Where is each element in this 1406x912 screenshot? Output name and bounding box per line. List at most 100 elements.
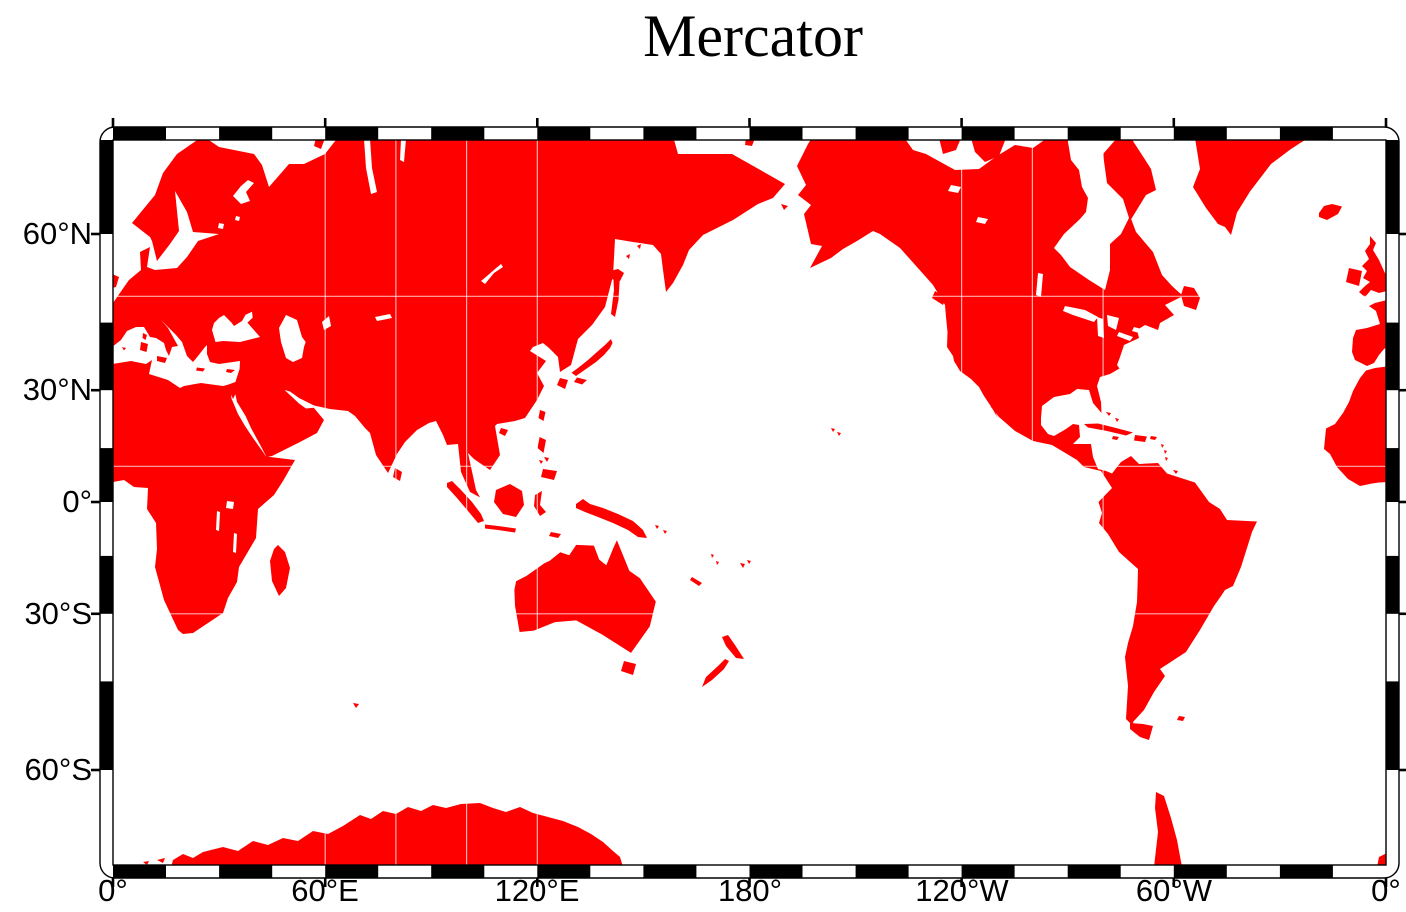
axis-ticks-bottom (111, 878, 1388, 887)
island-novaya-zemlya-tip (314, 140, 325, 149)
island-banks (939, 140, 961, 154)
islands-hawaii (831, 428, 841, 436)
sea-caspian (279, 315, 306, 362)
island-hispaniola (1134, 435, 1147, 442)
island-nz-south (702, 659, 729, 687)
island-kerguelen (353, 703, 359, 708)
islands-vanuatu (711, 554, 719, 565)
island-vancouver (932, 291, 946, 305)
yenisei-gulf (400, 140, 406, 162)
island-sumatra (447, 481, 484, 523)
islands-kuril (626, 234, 652, 259)
lat-label-60n: 60°N (22, 216, 92, 251)
lake-tanganyika (216, 511, 220, 531)
landmass-antarctica (171, 803, 623, 865)
island-jamaica (1112, 436, 1119, 440)
island-mindanao (541, 469, 557, 480)
lake-malawi (233, 533, 237, 553)
landmasses (113, 140, 1386, 865)
island-new-guinea (576, 499, 647, 538)
lake-ladoga (218, 223, 224, 229)
lake-great-slave (976, 217, 988, 224)
lat-label-30n: 30°N (22, 372, 92, 407)
island-corsica (142, 333, 147, 340)
island-ireland (1346, 268, 1362, 286)
axis-ticks-left (91, 232, 100, 772)
islands-visayas (539, 457, 549, 464)
landmass-eurasia-africa (113, 140, 785, 634)
lake-erie (1117, 332, 1133, 341)
island-sakhalin (611, 271, 620, 317)
lat-label-60s: 60°S (24, 752, 92, 787)
landmass-northwest-africa (1324, 366, 1386, 486)
lake-michigan (1097, 317, 1104, 338)
island-tierra-del-fuego (1130, 723, 1153, 740)
island-baffin (1103, 140, 1156, 221)
lake-winnipeg (1036, 273, 1043, 297)
lake-baikal (481, 264, 503, 284)
islands-lesser-antilles (1161, 444, 1178, 474)
sea-black (212, 311, 260, 342)
sea-white-sea (233, 180, 254, 204)
island-nz-north (722, 635, 744, 659)
island-madagascar (270, 545, 290, 596)
island-shikoku (574, 377, 587, 385)
island-balearic (122, 347, 126, 351)
islands-solomon (655, 525, 667, 534)
island-great-britain (1359, 236, 1386, 297)
map-frame (91, 118, 1406, 887)
island-java (485, 524, 516, 533)
landmass-australia (514, 540, 656, 653)
island-st-lawrence (781, 204, 788, 210)
lake-onega (235, 216, 240, 221)
axis-ticks-right (1399, 232, 1406, 772)
frame-inner-outline (112, 139, 1387, 866)
island-puerto-rico (1150, 436, 1157, 440)
island-crete (196, 367, 205, 372)
lake-great-bear (948, 185, 961, 193)
lat-label-0: 0° (62, 484, 92, 519)
lat-label-30s: 30°S (24, 596, 92, 631)
island-sardinia (140, 342, 148, 352)
island-luzon (537, 437, 546, 453)
graticule-lines (113, 140, 1386, 865)
gulf-of-ob (364, 140, 377, 194)
lake-victoria (226, 501, 234, 509)
island-sicily (157, 356, 167, 363)
sea-aral (322, 316, 331, 330)
england-sliver-left-edge (113, 274, 119, 288)
island-tasmania (621, 661, 636, 675)
antarctic-peninsula (1154, 792, 1182, 865)
map-title: Mercator (643, 3, 863, 69)
island-southampton (1068, 204, 1080, 213)
frame-top-segments (113, 127, 1333, 140)
island-borneo (494, 484, 524, 517)
island-hainan (499, 428, 508, 436)
island-hokkaido (610, 269, 624, 281)
axis-ticks-top (111, 118, 1388, 127)
island-cuba (1084, 423, 1133, 436)
landmass-france-iberia (1352, 300, 1386, 366)
islands-fiji (740, 560, 751, 568)
frame-bottom-segments (113, 865, 1333, 878)
lake-ontario (1132, 327, 1145, 334)
island-victoria (971, 140, 1006, 162)
island-sri-lanka (393, 468, 402, 481)
lake-superior (1063, 306, 1098, 322)
island-newfoundland (1181, 286, 1200, 310)
landmass-americas (797, 140, 1257, 728)
lake-huron (1107, 315, 1119, 330)
islands-bahamas (1106, 412, 1119, 422)
island-kyushu (557, 378, 568, 389)
island-falkland (1177, 716, 1185, 721)
island-taiwan (538, 410, 546, 421)
frame-left-segments (100, 140, 113, 770)
island-wrangel (745, 140, 755, 146)
antarctica-specks (143, 858, 165, 865)
island-honshu (571, 339, 613, 376)
frame-right-segments (1386, 140, 1399, 770)
island-iceland (1319, 204, 1342, 220)
lake-balkhash (375, 314, 392, 321)
